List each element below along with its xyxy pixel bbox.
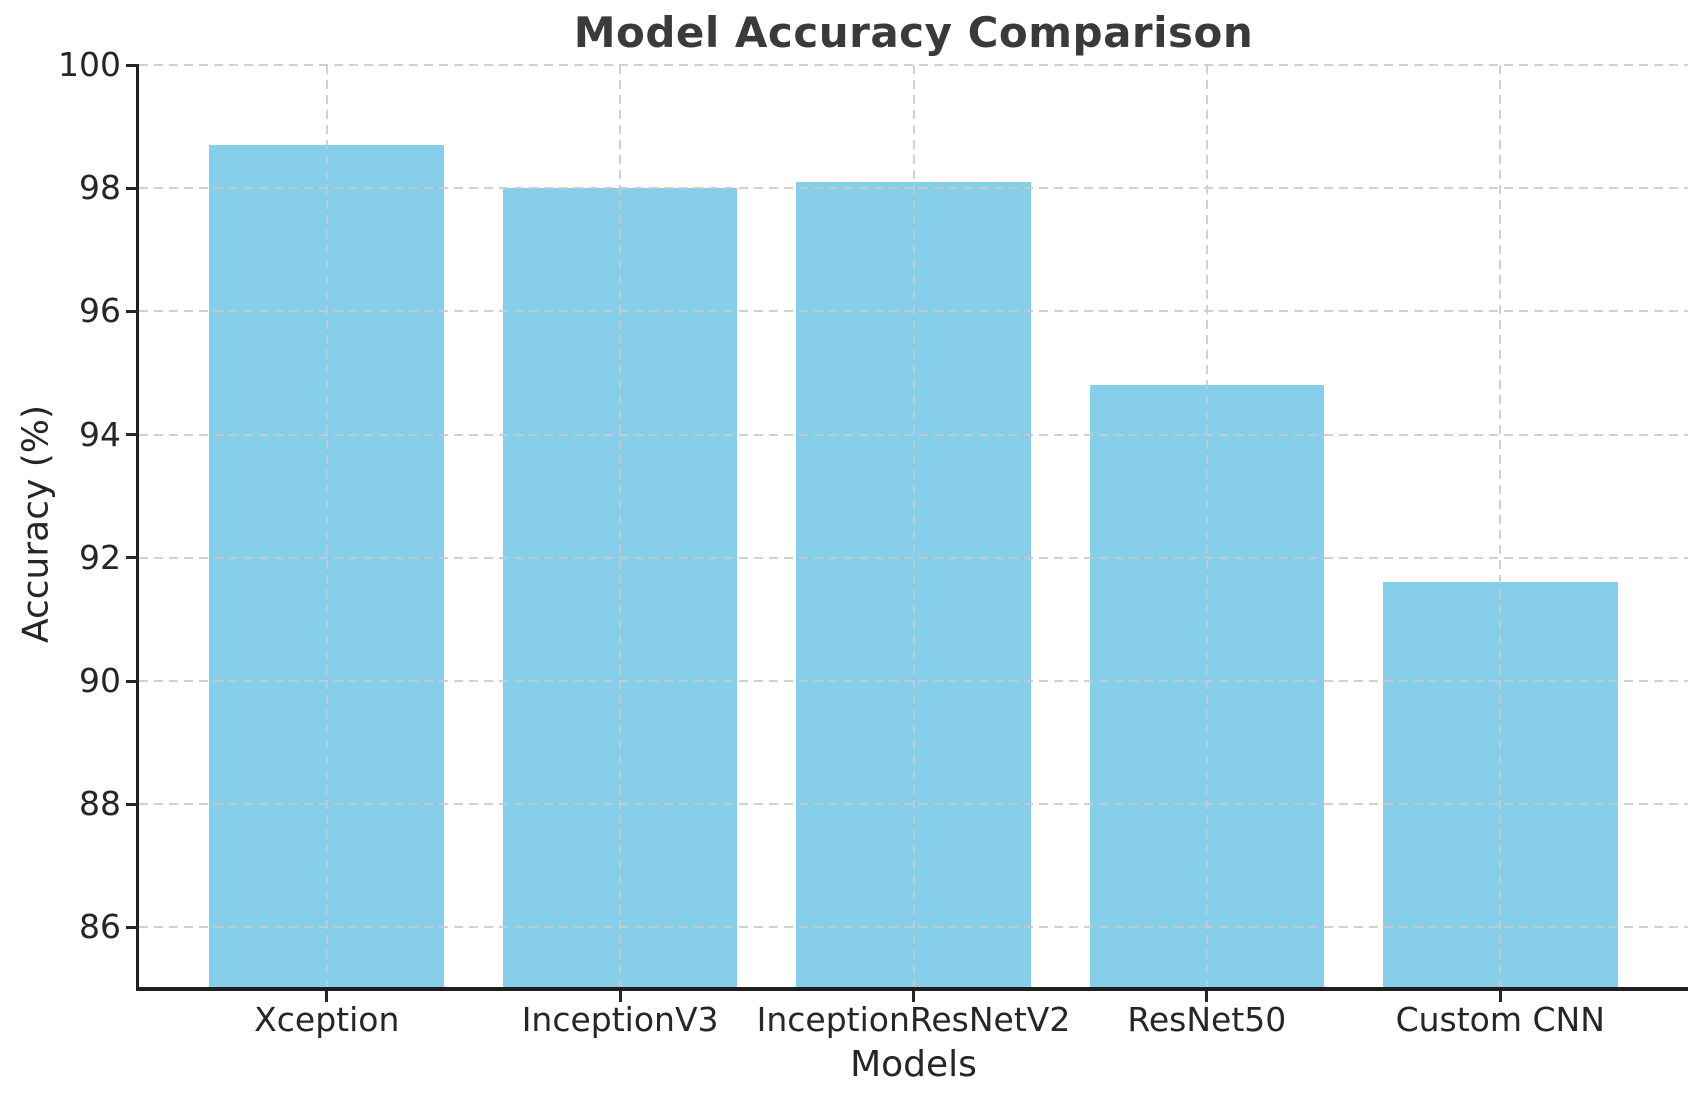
x-tick-label: ResNet50 [1127, 1000, 1287, 1039]
x-tick-label: InceptionResNetV2 [756, 1000, 1071, 1039]
y-tick-label: 96 [79, 291, 121, 331]
y-tick-mark [126, 433, 139, 437]
y-tick-label: 86 [79, 907, 121, 947]
y-tick-mark [126, 186, 139, 190]
y-tick-label: 98 [79, 168, 121, 208]
y-tick-label: 90 [79, 661, 121, 700]
left-axis-spine [136, 65, 139, 991]
y-tick-label: 92 [79, 537, 121, 577]
x-tick-label: InceptionV3 [521, 1000, 719, 1039]
v-gridline [325, 65, 328, 989]
y-tick-label: 94 [79, 414, 121, 454]
y-tick-label: 88 [79, 784, 121, 824]
x-tick-mark [325, 991, 329, 1002]
v-gridline [1205, 65, 1208, 989]
plot-area [139, 64, 1688, 989]
y-tick-mark [126, 556, 139, 560]
v-gridline [1499, 65, 1502, 989]
y-tick-mark [126, 925, 139, 929]
y-tick-mark [126, 679, 139, 683]
x-tick-mark [1498, 991, 1502, 1002]
y-tick-mark [126, 63, 139, 67]
chart-title: Model Accuracy Comparison [573, 8, 1254, 57]
v-gridline [619, 65, 622, 989]
x-tick-mark [912, 991, 915, 1002]
v-gridline [912, 65, 915, 989]
x-tick-label: Custom CNN [1395, 1000, 1605, 1039]
bottom-axis-spine [136, 987, 1688, 991]
x-tick-label: Xception [254, 1000, 400, 1039]
y-tick-label: 100 [58, 45, 121, 84]
y-tick-mark [126, 802, 139, 806]
x-axis-label: Models [850, 1044, 977, 1085]
y-tick-mark [126, 309, 139, 313]
x-tick-mark [618, 991, 622, 1002]
x-tick-mark [1205, 991, 1209, 1002]
